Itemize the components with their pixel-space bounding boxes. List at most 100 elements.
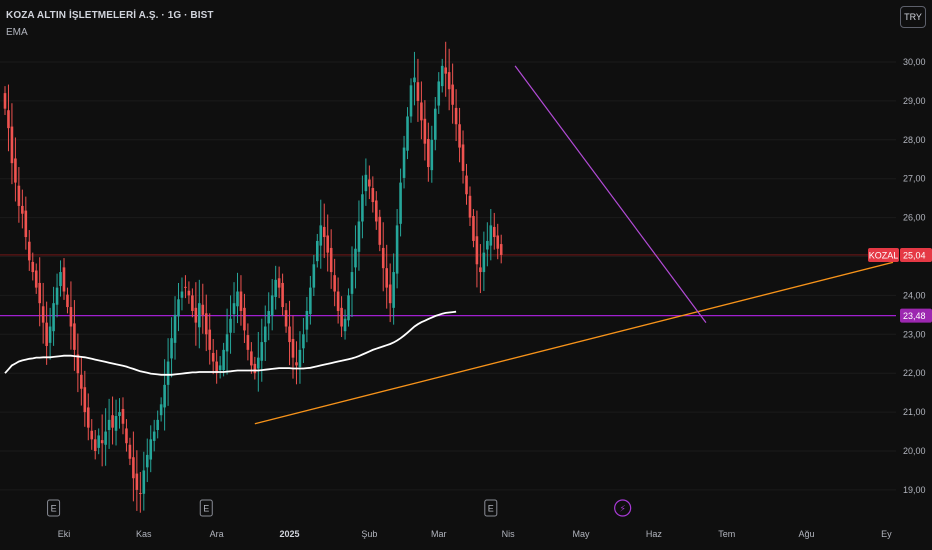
indicator-label[interactable]: EMA [6, 27, 28, 38]
candle [90, 419, 94, 450]
candle-body [135, 473, 139, 490]
symbol-title: KOZA ALTIN İŞLETMELERİ A.Ş. · 1G · BIST [6, 10, 214, 21]
candle [281, 273, 284, 316]
y-tick-label: 23,00 [903, 329, 926, 339]
candle-body [253, 363, 257, 374]
candle-body [59, 272, 62, 287]
candle-body [316, 240, 319, 262]
candle-body [274, 279, 277, 297]
candle [257, 331, 260, 392]
y-tick-label: 22,00 [903, 368, 926, 378]
candle [31, 252, 35, 281]
candle [149, 425, 153, 473]
candle-body [486, 240, 489, 250]
candle [173, 296, 177, 360]
candle [97, 428, 100, 455]
chart-grid [0, 61, 896, 491]
candle [454, 89, 458, 142]
candle-body [80, 374, 83, 389]
y-tick-label: 29,00 [903, 96, 926, 106]
candle-body [27, 241, 31, 261]
candle [215, 349, 218, 384]
candle-body [149, 439, 153, 460]
candle [395, 209, 399, 289]
candle-body [350, 272, 354, 294]
candle [156, 410, 159, 439]
candle-body [430, 139, 434, 171]
candle-body [229, 318, 232, 333]
candle-body [395, 225, 399, 274]
candle [7, 84, 10, 152]
candle-body [312, 264, 316, 288]
candle-body [170, 338, 173, 359]
earnings-marker [484, 499, 498, 517]
candle [10, 103, 14, 185]
x-tick-label: Haz [646, 529, 663, 539]
candle-body [465, 175, 468, 195]
candle-body [62, 267, 66, 292]
candle-body [246, 335, 250, 350]
candle [83, 370, 87, 427]
candle-body [451, 84, 454, 105]
candle [486, 222, 489, 267]
candle [34, 263, 38, 294]
candle-body [69, 307, 73, 327]
candle-body [499, 244, 503, 255]
candle-body [423, 118, 427, 144]
candle [329, 229, 333, 289]
candle-body [326, 235, 330, 253]
candle [128, 437, 132, 466]
candle-body [295, 362, 298, 366]
candle [361, 175, 364, 239]
candle-body [73, 323, 76, 350]
candle-body [270, 295, 274, 316]
event-label: E [51, 504, 57, 514]
candle-body [368, 179, 371, 187]
event-label: E [203, 504, 209, 514]
y-tick-label: 19,00 [903, 485, 926, 495]
candle-body [41, 306, 45, 323]
candle-body [38, 282, 41, 304]
ema-polyline [4, 310, 457, 376]
candle-body [218, 365, 222, 371]
level-tag: 23,48 [903, 311, 926, 321]
candle-body [277, 278, 281, 288]
y-tick-label: 24,00 [903, 290, 926, 300]
candle [111, 396, 114, 445]
x-tick-label: Ara [210, 529, 224, 539]
candle-body [187, 290, 191, 296]
candle [288, 300, 291, 366]
candle-body [437, 81, 441, 106]
candle [447, 48, 451, 111]
candle-body [267, 310, 271, 324]
x-tick-label: Mar [431, 529, 447, 539]
currency-button[interactable]: TRY [900, 6, 926, 28]
candle [274, 265, 277, 310]
candle-body [399, 182, 402, 224]
candle-body [420, 102, 423, 121]
candle [479, 244, 482, 294]
purple-trend-line [514, 65, 707, 323]
candle [170, 317, 173, 378]
candle [142, 451, 146, 511]
candle-body [427, 139, 430, 168]
candle [27, 230, 31, 271]
candle-body [361, 194, 364, 222]
candle [267, 292, 271, 341]
candle [208, 313, 212, 365]
candle [489, 209, 493, 261]
candle-body [31, 261, 35, 273]
candle [187, 281, 191, 304]
candle [45, 301, 48, 365]
candle [66, 287, 69, 314]
candle [236, 272, 239, 324]
event-label: E [488, 504, 494, 514]
candle [201, 283, 205, 334]
time-axis: EylEkiKasAra2025ŞubMarNisMayHazTemAğuEy [58, 529, 892, 539]
candle-body [159, 404, 163, 416]
y-tick-label: 30,00 [903, 57, 926, 67]
x-tick-label: Tem [718, 529, 735, 539]
candle [243, 293, 246, 344]
candle [184, 275, 187, 299]
